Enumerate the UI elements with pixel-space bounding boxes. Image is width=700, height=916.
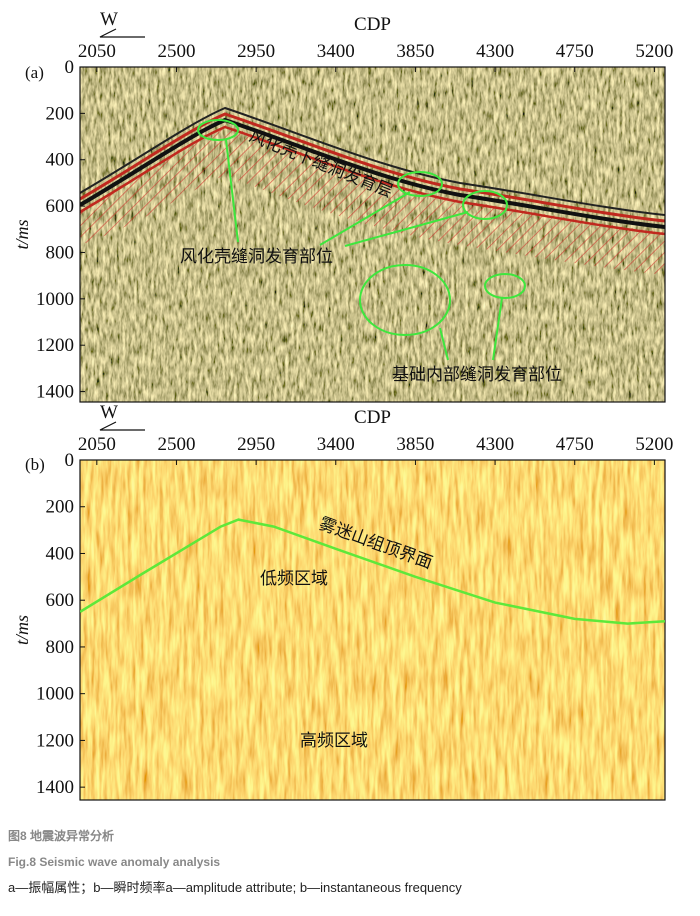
- x-tick-label: 3400: [317, 434, 355, 455]
- panel-label: (a): [25, 63, 44, 82]
- y-tick-label: 1400: [36, 382, 74, 403]
- x-tick-label: 2050: [78, 434, 116, 455]
- y-tick-label: 1200: [36, 335, 74, 356]
- x-tick-label: 4750: [556, 41, 594, 62]
- direction-label: W: [100, 402, 118, 423]
- y-tick-label: 1000: [36, 289, 74, 310]
- x-tick-label: 4750: [556, 434, 594, 455]
- x-tick-label: 2500: [157, 41, 195, 62]
- x-tick-label: 2500: [157, 434, 195, 455]
- y-tick-label: 800: [46, 637, 75, 658]
- panel-label: (b): [25, 455, 45, 474]
- caption-cn: 图8 地震波异常分析: [8, 828, 114, 843]
- y-axis-label: t/ms: [12, 615, 32, 645]
- y-tick-label: 1000: [36, 684, 74, 705]
- x-tick-label: 5200: [635, 434, 673, 455]
- y-tick-label: 800: [46, 242, 75, 263]
- x-axis-label: CDP: [354, 14, 391, 35]
- y-tick-label: 400: [46, 543, 75, 564]
- y-tick-label: 200: [46, 497, 75, 518]
- annotation: 风化壳缝洞发育部位: [180, 247, 333, 266]
- seismic-frequency-image: [80, 460, 665, 800]
- direction-arrow: [99, 28, 145, 38]
- x-axis-label: CDP: [354, 407, 391, 428]
- x-tick-label: 3400: [317, 41, 355, 62]
- boundary-line: [80, 518, 665, 625]
- x-tick-label: 2950: [237, 434, 275, 455]
- x-tick-label: 4300: [476, 41, 514, 62]
- x-tick-label: 2950: [237, 41, 275, 62]
- y-tick-label: 1200: [36, 730, 74, 751]
- caption-note: a—振幅属性；b—瞬时频率a—amplitude attribute; b—in…: [8, 880, 462, 896]
- y-tick-label: 1400: [36, 777, 74, 798]
- y-axis-label: t/ms: [12, 219, 32, 249]
- x-tick-label: 3850: [396, 41, 434, 62]
- caption-en: Fig.8 Seismic wave anomaly analysis: [8, 855, 220, 869]
- y-tick-label: 600: [46, 196, 75, 217]
- direction-arrow: [99, 421, 145, 431]
- y-tick-label: 0: [65, 57, 75, 78]
- y-tick-label: 600: [46, 590, 75, 611]
- annotation: 低频区域: [260, 569, 328, 588]
- y-tick-label: 0: [65, 450, 75, 471]
- x-tick-label: 3850: [396, 434, 434, 455]
- seismic-amplitude-image: [80, 67, 665, 402]
- plot-frame: [79, 459, 666, 801]
- annotation: 高频区域: [300, 731, 368, 750]
- y-tick-label: 200: [46, 103, 75, 124]
- plot-frame: [79, 66, 666, 403]
- annotation: 基础内部缝洞发育部位: [392, 365, 562, 384]
- y-tick-label: 400: [46, 150, 75, 171]
- direction-label: W: [100, 9, 118, 30]
- x-tick-label: 2050: [78, 41, 116, 62]
- x-tick-label: 5200: [635, 41, 673, 62]
- x-tick-label: 4300: [476, 434, 514, 455]
